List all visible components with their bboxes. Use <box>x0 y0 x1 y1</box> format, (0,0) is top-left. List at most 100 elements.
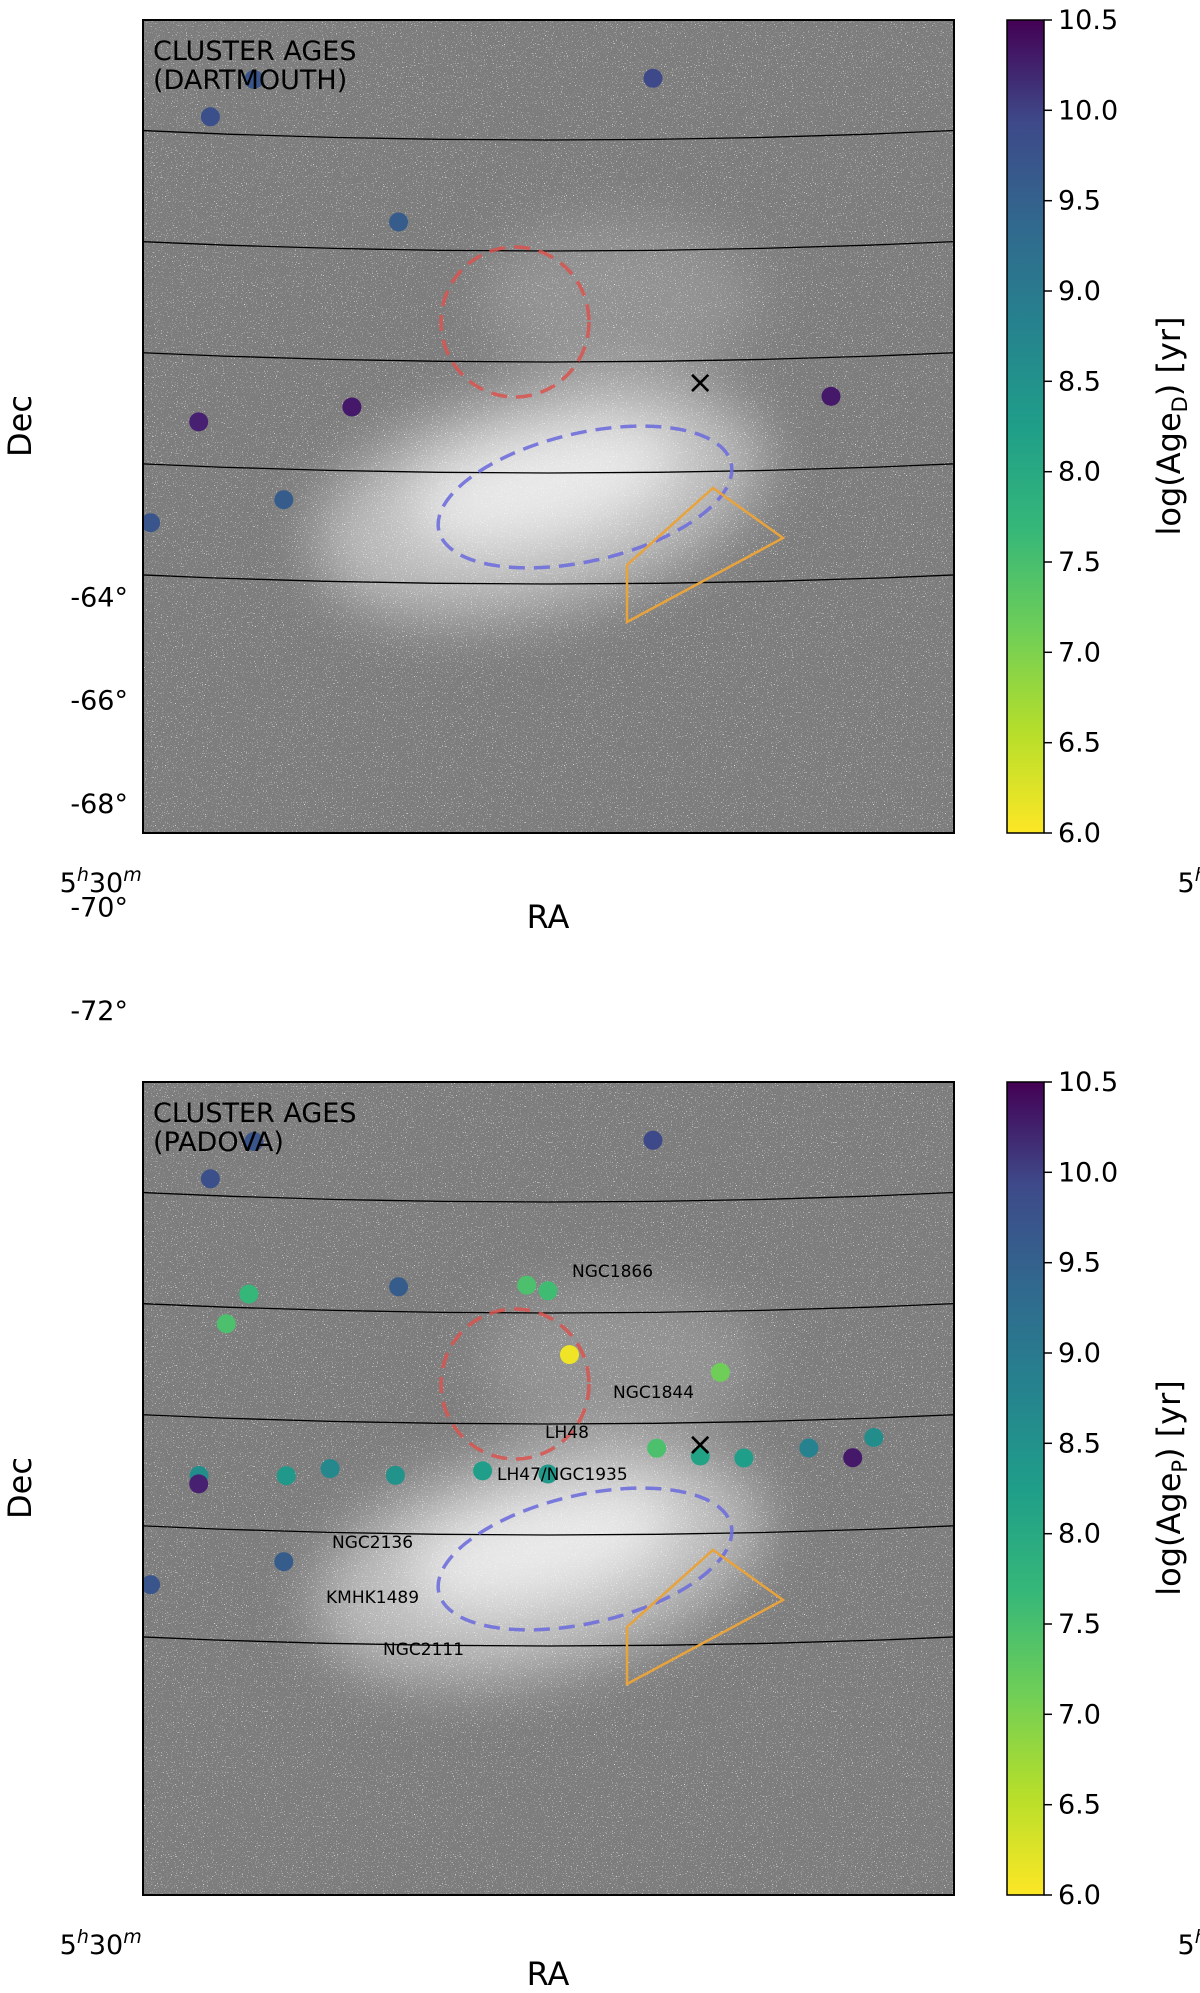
cluster-point <box>143 1575 161 1595</box>
ra-tick-label: 5h00m <box>1178 864 1200 899</box>
colorbar-label: log(AgeP) [yr] <box>1150 1380 1192 1596</box>
ra-tick-label: 5h00m <box>1178 1926 1200 1961</box>
cluster-point <box>643 1130 663 1150</box>
center-marker: × <box>687 363 714 401</box>
cluster-label-lh48: LH48 <box>545 1423 589 1443</box>
colorbar-tick-label: 10.5 <box>1058 1067 1118 1098</box>
cluster-point <box>320 1459 340 1479</box>
colorbar-tick-label: 7.0 <box>1058 637 1101 668</box>
colorbar-label: log(AgeD) [yr] <box>1150 316 1192 535</box>
cluster-point <box>1059 1405 1078 1424</box>
cluster-point <box>389 1277 409 1297</box>
cluster-point <box>1188 1386 1200 1405</box>
colorbar-tick-label: 10.5 <box>1058 5 1118 36</box>
dec-tick-label: -66° <box>70 686 128 717</box>
center-marker-symbol: × <box>687 363 714 401</box>
cluster-point <box>560 1345 579 1365</box>
cluster-point <box>239 1284 259 1304</box>
panel-title-line1: CLUSTER AGES <box>153 36 356 67</box>
dec-tick-label: -70° <box>70 892 128 923</box>
y-axis-label: Dec <box>1 395 39 457</box>
region-blue-ellipse <box>436 1486 734 1632</box>
colorbar-tick-label: 7.5 <box>1058 1609 1101 1640</box>
x-axis-label: RA <box>527 898 570 936</box>
panel-padova: × CLUSTER AGES (PADOVA) NGC1866 NGC1844 … <box>1 582 1200 1993</box>
ra-grid-line <box>1170 1013 1200 1733</box>
center-marker-symbol: × <box>687 1425 714 1463</box>
ra-grid-line <box>99 1026 134 1747</box>
cluster-point <box>799 1438 819 1458</box>
plot-frame <box>142 1081 955 1896</box>
cluster-point <box>690 1446 710 1466</box>
cluster-label-lh47: LH47/NGC1935 <box>497 1465 628 1485</box>
colorbar-tick-label: 6.0 <box>1058 818 1101 849</box>
colorbar-tick-label: 8.0 <box>1058 457 1101 488</box>
cluster-point <box>274 490 294 510</box>
colorbar-tick-label: 9.0 <box>1058 276 1101 307</box>
x-axis-label: RA <box>527 1955 570 1993</box>
cluster-point <box>102 1465 121 1484</box>
colorbar-tick-label: 9.5 <box>1058 186 1101 217</box>
region-orange-triangle <box>625 486 786 625</box>
region-red-circle <box>439 1307 591 1461</box>
colorbar-tick-label: 10.0 <box>1058 1157 1118 1188</box>
colorbar-tick-label: 6.0 <box>1058 1880 1101 1911</box>
cluster-point <box>385 1465 405 1485</box>
cluster-point <box>643 68 663 88</box>
cluster-point <box>843 1448 863 1468</box>
cluster-points <box>143 68 841 533</box>
colorbar-tick-label: 6.5 <box>1058 1790 1101 1821</box>
region-blue-ellipse <box>436 424 734 570</box>
colorbar-ticks: 6.0 6.5 7.0 7.5 8.0 8.5 9.0 9.5 10.0 10.5 <box>1044 5 1118 849</box>
dec-tick-labels: -64° -66° -68° -70° -72° <box>70 582 128 1026</box>
dec-tick-label: -72° <box>70 996 128 1027</box>
cluster-point <box>1049 1228 1068 1247</box>
center-marker: × <box>687 1425 714 1463</box>
panel-title-line1: CLUSTER AGES <box>153 1098 356 1129</box>
cluster-point <box>517 1275 537 1295</box>
cluster-point <box>710 1362 730 1382</box>
colorbar: 6.0 6.5 7.0 7.5 8.0 8.5 9.0 9.5 10.0 10.5 log(Age… <box>1006 5 1192 849</box>
cluster-point <box>143 513 161 533</box>
ra-tick-labels: 6h00m5h30m5h00m4h30m <box>60 1926 1200 1961</box>
cluster-label-kmhk1489: KMHK1489 <box>326 1588 419 1608</box>
colorbar-tick-label: 8.5 <box>1058 1428 1101 1459</box>
colorbar-tick-label: 8.5 <box>1058 366 1101 397</box>
cluster-point <box>342 397 362 417</box>
star-field <box>143 1082 954 1895</box>
cluster-point <box>216 1314 236 1334</box>
dec-tick-label: -68° <box>70 789 128 820</box>
cluster-point <box>189 412 209 432</box>
region-red-circle <box>439 245 591 399</box>
cluster-point <box>274 1552 294 1572</box>
cluster-point <box>864 1428 884 1447</box>
colorbar-tick-label: 7.0 <box>1058 1699 1101 1730</box>
colorbar-gradient <box>1006 19 1045 834</box>
cluster-point <box>821 386 841 406</box>
cluster-point <box>647 1438 667 1458</box>
colorbar-tick-label: 9.0 <box>1058 1338 1101 1369</box>
cluster-point <box>473 1461 493 1481</box>
ra-tick-labels: 6h00m5h30m5h00m4h30m <box>60 864 1200 899</box>
cluster-label-ngc1844: NGC1844 <box>613 1383 694 1403</box>
star-field <box>143 20 954 833</box>
panel-title-line2: (DARTMOUTH) <box>153 65 347 96</box>
panel-title-line2: (PADOVA) <box>153 1127 284 1158</box>
dec-tick-label: -64° <box>70 582 128 613</box>
cluster-point <box>276 1466 296 1486</box>
cluster-label-ngc1866: NGC1866 <box>572 1262 653 1282</box>
cluster-point <box>189 1474 209 1494</box>
cluster-point <box>1101 1386 1120 1405</box>
region-orange-triangle <box>625 1548 786 1687</box>
plot-frame <box>142 19 955 834</box>
cluster-point <box>200 107 220 127</box>
cluster-label-ngc2111: NGC2111 <box>383 1640 464 1660</box>
cluster-point <box>244 1132 264 1151</box>
cluster-point <box>244 70 264 89</box>
cluster-point <box>538 1281 558 1301</box>
cluster-point <box>734 1448 754 1468</box>
colorbar-tick-label: 7.5 <box>1058 547 1101 578</box>
cluster-point <box>389 212 409 232</box>
colorbar-gradient <box>1006 1081 1045 1896</box>
